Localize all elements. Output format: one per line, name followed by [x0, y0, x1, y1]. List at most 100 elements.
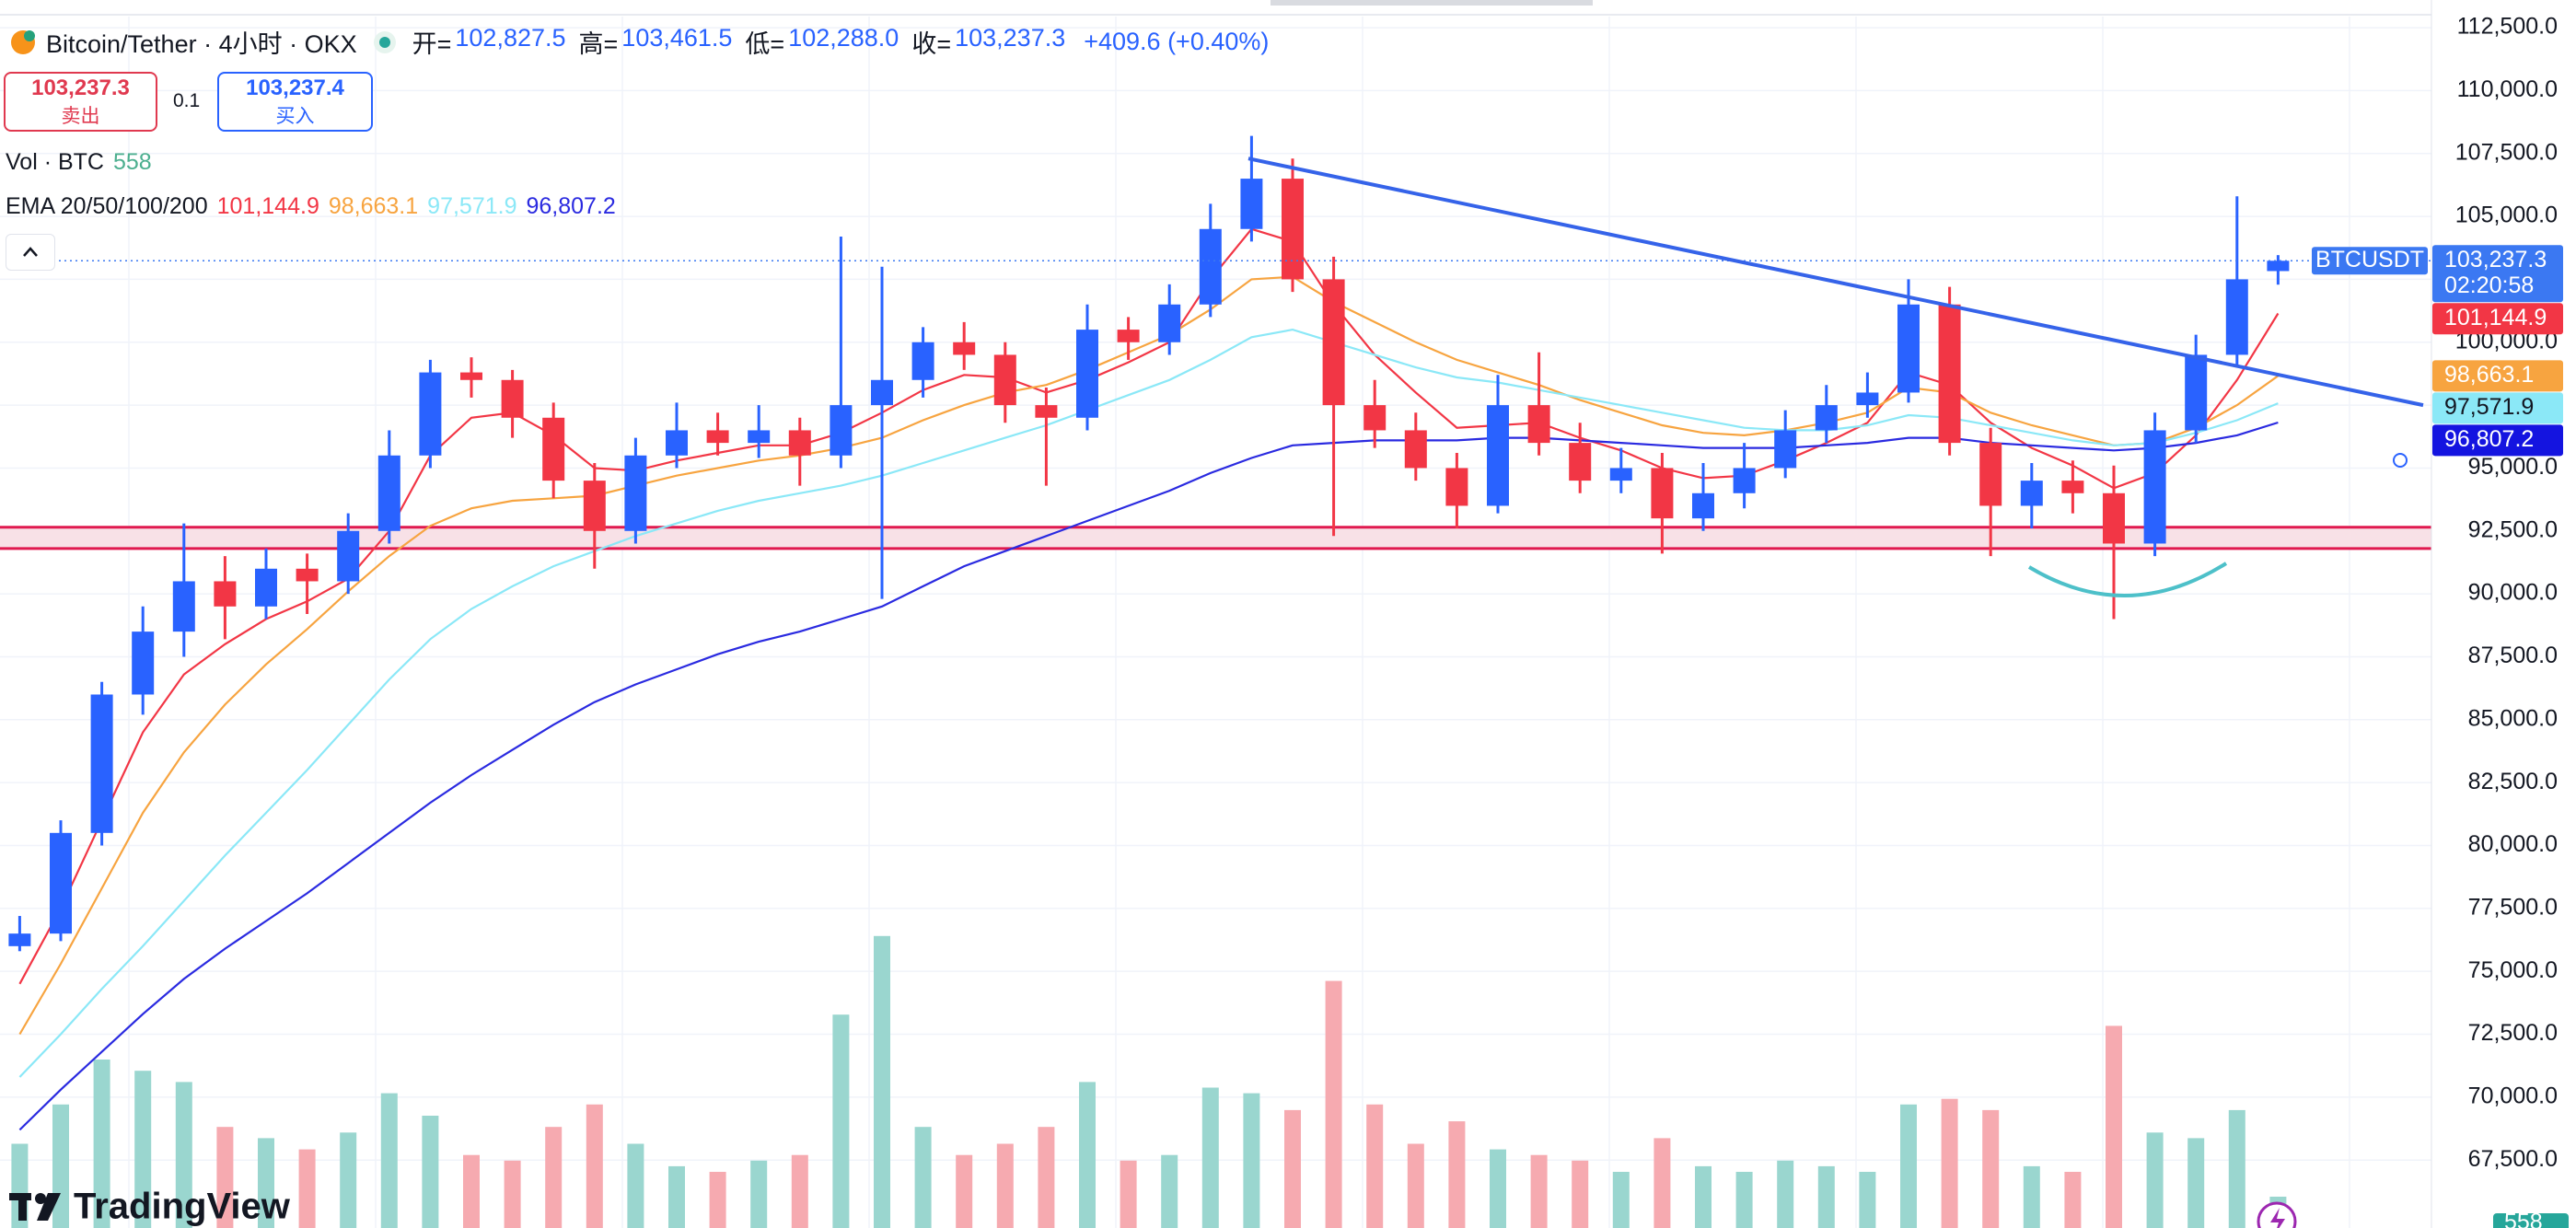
ohlc-label: 收= — [911, 30, 952, 58]
volume-bar — [1325, 980, 1342, 1228]
volume-bar — [1859, 1172, 1876, 1228]
candle-body — [50, 832, 72, 934]
volume-bar — [1407, 1143, 1424, 1228]
symbol-badge — [2312, 247, 2428, 275]
volume-label: Vol · BTC — [6, 149, 104, 175]
change: +409.6 (+0.40%) — [1084, 28, 1270, 55]
logo-mark — [18, 1193, 27, 1221]
collapse-button[interactable] — [6, 234, 55, 271]
symbol-title[interactable]: Bitcoin/Tether · 4小时 · OKX — [46, 30, 357, 58]
candle-body — [1076, 330, 1098, 418]
volume-bar — [1490, 1149, 1506, 1228]
ema-line — [18, 421, 2279, 1131]
candle-body — [1651, 468, 1674, 519]
candles — [8, 135, 2290, 952]
y-tick-label: 75,000.0 — [2468, 957, 2558, 983]
candle-body — [1815, 405, 1838, 431]
buy-label: 买入 — [275, 105, 315, 127]
volume-bar — [1243, 1093, 1260, 1228]
y-tick-label: 80,000.0 — [2468, 831, 2558, 857]
volume-bar — [1530, 1154, 1548, 1228]
ema-legend: EMA 20/50/100/200 101,144.9 98,663.1 97,571… — [6, 193, 616, 220]
candle-body — [419, 372, 442, 456]
sell-button[interactable]: 103,237.3 卖出 — [4, 72, 157, 132]
price-badge — [2432, 303, 2563, 335]
buy-button[interactable]: 103,237.4 买入 — [217, 72, 373, 132]
volume-bar — [1695, 1165, 1712, 1228]
ohlc-label: 高= — [578, 30, 619, 58]
candle-body — [993, 354, 1016, 406]
volume-bar — [1201, 1087, 1219, 1228]
candle-body — [1404, 430, 1427, 469]
ema-value: 96,807.2 — [526, 193, 616, 219]
volume-bar — [627, 1143, 644, 1228]
volume-bar — [791, 1154, 808, 1228]
candle-body — [788, 430, 811, 456]
y-tick-label: 87,500.0 — [2468, 643, 2558, 668]
ohlc-label: 低= — [745, 30, 785, 58]
volume-bar — [380, 1093, 398, 1228]
candle-body — [830, 405, 853, 456]
candle-body — [255, 568, 277, 607]
volume-bar — [1654, 1138, 1671, 1228]
volume-bar — [1448, 1121, 1466, 1228]
volume-bar — [1079, 1082, 1096, 1228]
candle-body — [172, 581, 195, 632]
candle-body — [1199, 228, 1222, 305]
y-tick-label: 77,500.0 — [2468, 894, 2558, 920]
candle-body — [132, 631, 155, 695]
candle-body — [871, 379, 893, 406]
handle-dot — [2393, 453, 2408, 468]
volume-bar — [586, 1104, 603, 1228]
volume-bar — [2146, 1132, 2164, 1228]
logo-mark — [37, 1193, 61, 1221]
candle-body — [1487, 405, 1509, 506]
volume-value: 558 — [112, 149, 152, 175]
volume-bar — [2228, 1109, 2245, 1228]
volume-bar — [1817, 1165, 1835, 1228]
drawings — [37, 156, 2431, 597]
price-badge — [2432, 360, 2563, 392]
volume-legend: Vol · BTC 558 — [6, 149, 152, 176]
zone-fill — [0, 527, 2431, 549]
price-badge-text: 97,571.9 — [2444, 394, 2534, 420]
ohlc-value: 103,461.5 — [621, 24, 733, 52]
volume-bar — [340, 1132, 357, 1228]
volume-bar — [1900, 1104, 1917, 1228]
ema-value: 98,663.1 — [328, 193, 419, 219]
volume-bar — [422, 1116, 439, 1228]
support-zone — [0, 526, 2431, 550]
volume-bar — [2187, 1138, 2205, 1228]
candle-body — [1035, 405, 1058, 418]
price-badge — [2432, 392, 2563, 424]
price-badge-text: 96,807.2 — [2444, 426, 2534, 452]
price-badge-text: 98,663.1 — [2444, 362, 2534, 388]
trendline — [1247, 156, 2424, 408]
volume-bar — [1038, 1127, 1055, 1228]
volume-bar — [463, 1154, 480, 1228]
price-badge-text: 101,144.9 — [2444, 305, 2547, 330]
volume-bar — [1572, 1160, 1589, 1228]
candle-body — [1979, 443, 2002, 506]
volume-bar — [2064, 1172, 2082, 1228]
quantity[interactable]: 0.1 — [173, 90, 200, 112]
candle-body — [748, 430, 771, 444]
y-tick-label: 90,000.0 — [2468, 580, 2558, 606]
candle-body — [1158, 304, 1181, 342]
price-badge — [2432, 245, 2563, 303]
alert-bolt — [2270, 1208, 2285, 1228]
candle-body — [1240, 179, 1263, 229]
ema-value: 101,144.9 — [216, 193, 319, 219]
ema-value: 97,571.9 — [427, 193, 517, 219]
candle-body — [911, 342, 934, 380]
price-badges: 103,237.302:20:58 BTCUSDT 101,144.9 98,663.… — [2312, 245, 2563, 457]
header-row: Bitcoin/Tether · 4小时 · OKX 开= 102,827.5 高=… — [9, 24, 1269, 60]
candle-body — [214, 581, 237, 607]
y-tick-label: 82,500.0 — [2468, 769, 2558, 794]
volume-bar — [874, 935, 890, 1228]
volume-bar — [1366, 1104, 1384, 1228]
volume-bar — [1777, 1160, 1794, 1228]
logo: TradingView — [9, 1187, 291, 1227]
volume-bar — [2023, 1165, 2040, 1228]
